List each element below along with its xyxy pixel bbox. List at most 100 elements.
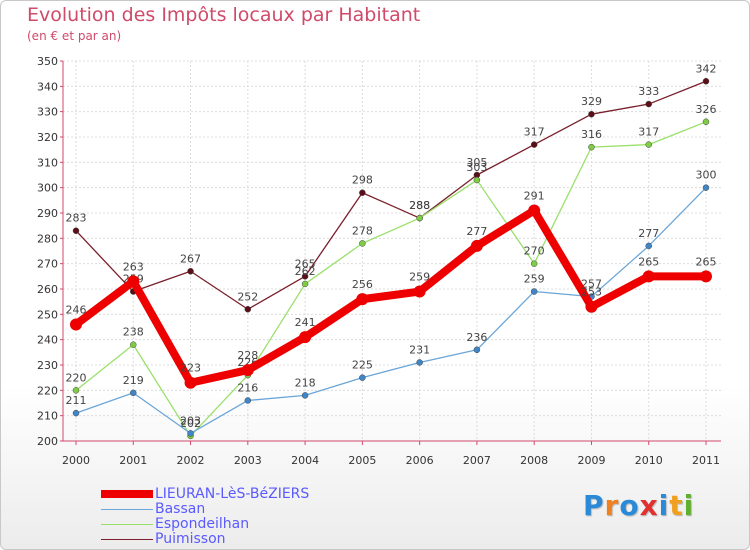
data-point-bassan [130,389,137,397]
data-point-espondeilhan [588,143,595,151]
data-label-bassan: 219 [123,374,144,387]
x-tick-label: 2008 [520,454,548,467]
data-label-puimisson: 288 [409,199,430,212]
data-label-espondeilhan: 278 [352,224,373,237]
x-tick-label: 2006 [406,454,434,467]
data-label-bassan: 225 [352,359,373,372]
data-point-lieuran-l-s-b-ziers [70,318,82,331]
x-tick-label: 2004 [291,454,319,467]
data-point-puimisson [530,141,538,148]
data-label-lieuran-l-s-b-ziers: 256 [352,278,373,291]
data-label-lieuran-l-s-b-ziers: 265 [638,255,659,268]
data-label-puimisson: 342 [696,62,717,75]
data-label-espondeilhan: 238 [123,326,144,339]
data-point-puimisson [359,189,366,196]
data-point-lieuran-l-s-b-ziers [299,331,312,344]
data-point-bassan [244,397,252,404]
y-tick-label: 300 [37,182,58,195]
logo-letter: i [658,489,670,522]
data-label-espondeilhan: 220 [66,371,87,384]
series-line-bassan [75,187,707,435]
legend-label: Puimisson [155,531,226,547]
data-label-puimisson: 298 [352,174,373,187]
data-label-bassan: 300 [696,169,717,182]
legend-swatch [101,490,153,498]
data-label-puimisson: 283 [66,212,87,225]
data-point-espondeilhan [473,176,481,184]
data-point-bassan [530,288,538,295]
data-label-bassan: 231 [409,343,430,356]
data-label-puimisson: 317 [524,126,545,139]
data-label-lieuran-l-s-b-ziers: 259 [409,271,430,284]
data-point-lieuran-l-s-b-ziers [127,275,140,288]
data-label-puimisson: 305 [466,156,487,169]
x-tick-label: 2010 [635,454,663,467]
y-tick-label: 240 [37,334,58,347]
proxiti-logo: Proxiti [583,489,694,522]
x-tick-label: 2000 [62,454,90,467]
data-point-bassan [359,374,366,381]
data-label-bassan: 211 [66,394,87,407]
data-label-espondeilhan: 326 [696,103,717,116]
data-point-puimisson [645,100,652,108]
data-point-espondeilhan [702,118,710,126]
data-point-espondeilhan [645,141,652,148]
data-point-lieuran-l-s-b-ziers [356,293,369,306]
data-label-bassan: 218 [295,376,316,389]
logo-letter: i [683,489,695,522]
data-label-bassan: 203 [180,414,201,427]
x-tick-label: 2009 [577,454,605,467]
data-point-bassan [187,430,194,437]
y-tick-label: 270 [37,258,58,271]
data-label-bassan: 257 [581,278,602,291]
x-tick-label: 2002 [177,454,205,467]
y-tick-label: 310 [37,156,58,169]
data-point-lieuran-l-s-b-ziers [470,239,483,252]
y-tick-label: 250 [37,308,58,321]
data-label-puimisson: 265 [295,257,316,270]
data-label-puimisson: 329 [581,95,602,108]
data-point-espondeilhan [72,387,80,394]
data-point-puimisson [187,268,194,275]
data-point-lieuran-l-s-b-ziers [700,270,712,283]
data-point-bassan [702,184,710,191]
data-point-puimisson [72,227,80,234]
legend-swatch [101,523,153,525]
data-point-lieuran-l-s-b-ziers [184,376,197,389]
data-point-espondeilhan [301,280,309,288]
x-tick-label: 2003 [234,454,262,467]
legend-label: Bassan [155,501,206,517]
legend-label: Espondeilhan [155,516,250,532]
data-label-espondeilhan: 288 [409,199,430,212]
data-label-bassan: 277 [638,227,659,240]
logo-letter: r [604,489,620,522]
chart-subtitle: (en € et par an) [27,29,122,43]
y-tick-label: 290 [37,207,58,220]
data-point-puimisson [702,78,710,85]
logo-letter: x [639,489,659,522]
x-tick-label: 2011 [692,454,720,467]
y-tick-label: 260 [37,283,58,296]
data-point-puimisson [588,110,595,118]
data-label-lieuran-l-s-b-ziers: 241 [295,316,316,329]
data-label-espondeilhan: 270 [524,245,545,258]
y-tick-label: 230 [37,359,58,372]
logo-letter: o [619,489,640,522]
data-label-puimisson: 267 [180,252,201,265]
data-point-lieuran-l-s-b-ziers [642,270,655,283]
y-tick-label: 320 [37,131,58,144]
legend-label: LIEURAN-LèS-BéZIERS [155,486,310,502]
data-point-espondeilhan [130,341,137,348]
data-label-lieuran-l-s-b-ziers: 277 [466,225,487,238]
logo-letter: P [583,489,605,522]
data-point-espondeilhan [359,240,366,247]
data-point-lieuran-l-s-b-ziers [241,364,254,377]
y-tick-label: 350 [37,55,58,68]
y-tick-label: 220 [37,384,58,397]
data-label-espondeilhan: 202 [180,417,201,430]
legend-swatch [101,538,153,540]
data-label-bassan: 216 [237,381,258,394]
data-point-bassan [301,392,309,399]
